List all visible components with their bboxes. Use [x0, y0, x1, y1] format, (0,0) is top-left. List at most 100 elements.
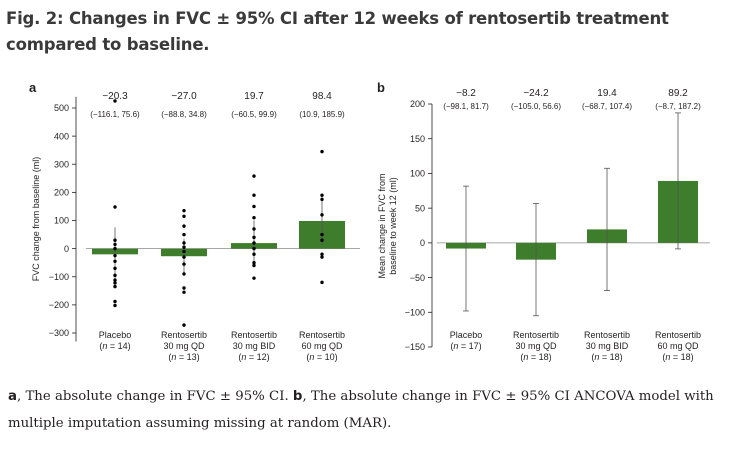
data-point-a-2 [182, 286, 186, 290]
y-tick-label-b: 200 [410, 99, 425, 109]
data-point-a-2 [182, 241, 186, 245]
data-point-a-4 [320, 280, 324, 285]
data-point-a-1 [113, 299, 117, 304]
value-label-b-4: 89.2 [668, 88, 688, 99]
data-point-a-4 [320, 238, 324, 242]
y-axis-label-line2-b: baseline to week 12 (ml) [388, 177, 398, 275]
data-point-a-2 [182, 249, 186, 254]
ci-label-b-1: (−98.1, 81.7) [443, 102, 489, 111]
category-dose-b-2: 30 mg QD [515, 341, 557, 351]
data-point-a-2 [182, 245, 186, 249]
y-tick-label-a: −100 [49, 272, 69, 282]
data-point-a-2 [182, 262, 186, 266]
data-point-a-1 [113, 246, 117, 251]
category-dose-a-2: 30 mg QD [163, 341, 205, 351]
y-tick-label-a: 200 [54, 188, 69, 198]
caption-b-text: , The absolute change in FVC ± 95% CI AN… [8, 389, 714, 431]
ci-label-a-3: (−60.5, 99.9) [231, 110, 277, 119]
category-label-a-3: Rentosertib [231, 330, 277, 340]
data-point-a-3 [252, 263, 256, 268]
value-label-a-1: −20.3 [102, 91, 128, 102]
data-point-a-3 [252, 235, 256, 240]
data-point-a-1 [113, 281, 117, 285]
category-dose-b-4: 60 mg QD [657, 341, 699, 351]
value-label-a-2: −27.0 [171, 91, 197, 102]
category-n-a-3: (n = 12) [238, 352, 269, 362]
data-point-a-2 [182, 272, 186, 276]
data-point-a-4 [320, 232, 324, 237]
y-axis-label-a: FVC change from baseline (ml) [31, 157, 41, 282]
ci-label-b-2: (−105.0, 56.6) [511, 102, 561, 111]
category-n-b-4: (n = 18) [662, 352, 693, 362]
figure-title: Fig. 2: Changes in FVC ± 95% CI after 12… [6, 9, 669, 54]
y-tick-label-a: 300 [54, 159, 69, 169]
ci-label-b-4: (−8.7, 187.2) [655, 102, 701, 111]
data-point-a-2 [182, 224, 186, 228]
data-point-a-4 [320, 255, 324, 259]
caption-a-text: , The absolute change in FVC ± 95% CI. [16, 389, 293, 404]
data-point-a-3 [252, 215, 256, 220]
value-label-b-2: −24.2 [523, 88, 549, 99]
data-point-a-2 [182, 232, 186, 237]
caption-b-letter: b [292, 389, 303, 404]
data-point-a-3 [252, 246, 256, 251]
data-point-a-3 [252, 227, 256, 231]
category-n-a-1: (n = 14) [99, 341, 130, 351]
category-n-b-3: (n = 18) [591, 352, 622, 362]
category-n-b-1: (n = 17) [450, 341, 481, 351]
value-label-b-1: −8.2 [456, 88, 476, 99]
y-tick-label-a: −300 [49, 328, 69, 338]
data-point-a-2 [182, 255, 186, 259]
category-label-b-3: Rentosertib [584, 330, 630, 340]
y-tick-label-a: 400 [54, 131, 69, 141]
data-point-a-1 [113, 238, 117, 242]
data-point-a-2 [182, 214, 186, 218]
data-point-a-3 [252, 252, 256, 256]
category-label-a-4: Rentosertib [299, 330, 345, 340]
value-label-b-3: 19.4 [597, 88, 617, 99]
data-point-a-4 [320, 197, 324, 202]
category-n-b-2: (n = 18) [520, 352, 551, 362]
y-tick-label-a: 500 [54, 103, 69, 113]
data-point-a-3 [252, 174, 256, 178]
category-dose-a-3: 30 mg BID [233, 341, 276, 351]
data-point-a-3 [252, 193, 256, 197]
data-point-a-1 [113, 273, 117, 278]
data-point-a-4 [320, 193, 324, 197]
y-axis-label-line1-b: Mean change in FVC from [377, 173, 387, 278]
data-point-a-3 [252, 241, 256, 245]
ci-label-a-4: (10.9, 185.9) [299, 110, 345, 119]
data-point-a-4 [320, 252, 324, 256]
data-point-a-1 [113, 205, 117, 209]
value-label-a-4: 98.4 [312, 91, 332, 102]
y-tick-label-a: −200 [49, 300, 69, 310]
panel-letter-b: b [377, 80, 385, 95]
category-label-a-2: Rentosertib [161, 330, 207, 340]
data-point-a-1 [113, 284, 117, 289]
value-label-a-3: 19.7 [244, 91, 264, 102]
data-point-a-1 [113, 99, 117, 103]
data-point-a-3 [252, 276, 256, 280]
y-tick-label-b: 150 [410, 134, 425, 144]
data-point-a-1 [113, 266, 117, 271]
data-point-a-3 [252, 260, 256, 265]
y-tick-label-b: 0 [420, 238, 425, 248]
data-point-a-2 [182, 208, 186, 213]
data-point-a-2 [182, 290, 186, 294]
y-tick-label-b: −100 [405, 307, 425, 317]
data-point-a-4 [320, 149, 324, 154]
y-tick-label-b: 50 [415, 203, 425, 213]
category-dose-a-4: 60 mg QD [301, 341, 343, 351]
category-label-b-2: Rentosertib [513, 330, 559, 340]
data-point-a-3 [252, 204, 256, 209]
ci-label-a-2: (−88.8, 34.8) [161, 110, 207, 119]
data-point-a-1 [113, 259, 117, 263]
category-label-b-4: Rentosertib [655, 330, 701, 340]
y-tick-label-b: 100 [410, 169, 425, 179]
y-tick-label-a: 100 [54, 216, 69, 226]
data-point-a-4 [320, 213, 324, 217]
data-point-a-1 [113, 242, 117, 247]
category-label-b-1: Placebo [450, 330, 483, 340]
panel-letter-a: a [29, 80, 37, 95]
